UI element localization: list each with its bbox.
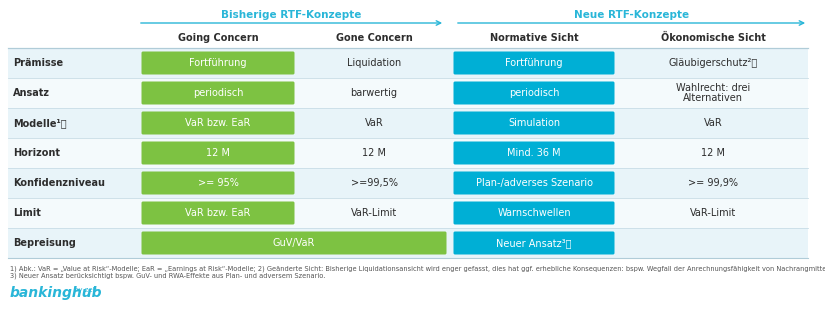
Text: bankinghub: bankinghub: [10, 286, 102, 300]
Text: >=99,5%: >=99,5%: [351, 178, 398, 188]
Bar: [8, 48, 808, 78]
Text: Prämisse: Prämisse: [13, 58, 64, 68]
Bar: [8, 198, 808, 228]
Text: 3) Neuer Ansatz berücksichtigt bspw. GuV- und RWA-Effekte aus Plan- und adversem: 3) Neuer Ansatz berücksichtigt bspw. GuV…: [10, 273, 325, 279]
Text: 12 M: 12 M: [206, 148, 230, 158]
FancyBboxPatch shape: [454, 232, 615, 255]
Bar: [8, 168, 808, 198]
Text: periodisch: periodisch: [509, 88, 559, 98]
Text: 12 M: 12 M: [701, 148, 725, 158]
Text: Modelle¹⧯: Modelle¹⧯: [13, 118, 67, 128]
FancyBboxPatch shape: [142, 202, 295, 225]
FancyBboxPatch shape: [142, 142, 295, 165]
Text: Wahlrecht: drei: Wahlrecht: drei: [676, 83, 750, 93]
FancyBboxPatch shape: [454, 112, 615, 135]
Text: Fortführung: Fortführung: [189, 58, 247, 68]
Text: 1) Abk.: VaR = „Value at Risk“-Modelle; EaR = „Earnings at Risk“-Modelle; 2) Geä: 1) Abk.: VaR = „Value at Risk“-Modelle; …: [10, 266, 825, 272]
FancyBboxPatch shape: [142, 112, 295, 135]
Text: Mind. 36 M: Mind. 36 M: [507, 148, 561, 158]
Bar: [8, 228, 808, 258]
Text: Simulation: Simulation: [508, 118, 560, 128]
FancyBboxPatch shape: [142, 51, 295, 75]
Text: Fortführung: Fortführung: [505, 58, 563, 68]
Text: Liquidation: Liquidation: [346, 58, 401, 68]
Text: Horizont: Horizont: [13, 148, 60, 158]
Text: VaR-Limit: VaR-Limit: [690, 208, 736, 218]
Text: >= 99,9%: >= 99,9%: [688, 178, 738, 188]
Text: Warnschwellen: Warnschwellen: [497, 208, 571, 218]
Text: Plan-/adverses Szenario: Plan-/adverses Szenario: [475, 178, 592, 188]
Text: Gone Concern: Gone Concern: [336, 33, 412, 43]
FancyBboxPatch shape: [454, 202, 615, 225]
Text: >= 95%: >= 95%: [197, 178, 238, 188]
Text: GuV/VaR: GuV/VaR: [273, 238, 315, 248]
Bar: [8, 138, 808, 168]
FancyBboxPatch shape: [454, 142, 615, 165]
Text: Gläubigerschutz²⧯: Gläubigerschutz²⧯: [668, 58, 757, 68]
FancyBboxPatch shape: [454, 81, 615, 105]
Text: Bisherige RTF-Konzepte: Bisherige RTF-Konzepte: [221, 10, 361, 20]
FancyBboxPatch shape: [454, 172, 615, 195]
Text: VaR: VaR: [704, 118, 723, 128]
Text: Limit: Limit: [13, 208, 41, 218]
Text: VaR: VaR: [365, 118, 384, 128]
Text: by zeb: by zeb: [74, 287, 97, 293]
Text: VaR-Limit: VaR-Limit: [351, 208, 397, 218]
Text: Normative Sicht: Normative Sicht: [490, 33, 578, 43]
Text: 12 M: 12 M: [362, 148, 386, 158]
FancyBboxPatch shape: [142, 232, 446, 255]
Text: Konfidenzniveau: Konfidenzniveau: [13, 178, 105, 188]
Text: Alternativen: Alternativen: [683, 93, 743, 103]
Text: Neuer Ansatz³⧯: Neuer Ansatz³⧯: [497, 238, 572, 248]
Text: periodisch: periodisch: [193, 88, 243, 98]
Text: Neue RTF-Konzepte: Neue RTF-Konzepte: [574, 10, 689, 20]
Text: VaR bzw. EaR: VaR bzw. EaR: [186, 208, 251, 218]
Bar: [8, 78, 808, 108]
Text: Bepreisung: Bepreisung: [13, 238, 76, 248]
Text: VaR bzw. EaR: VaR bzw. EaR: [186, 118, 251, 128]
FancyBboxPatch shape: [142, 172, 295, 195]
Text: Going Concern: Going Concern: [177, 33, 258, 43]
Bar: [8, 108, 808, 138]
FancyBboxPatch shape: [454, 51, 615, 75]
Text: Ansatz: Ansatz: [13, 88, 50, 98]
Text: barwertig: barwertig: [351, 88, 398, 98]
Text: Ökonomische Sicht: Ökonomische Sicht: [661, 33, 766, 43]
FancyBboxPatch shape: [142, 81, 295, 105]
